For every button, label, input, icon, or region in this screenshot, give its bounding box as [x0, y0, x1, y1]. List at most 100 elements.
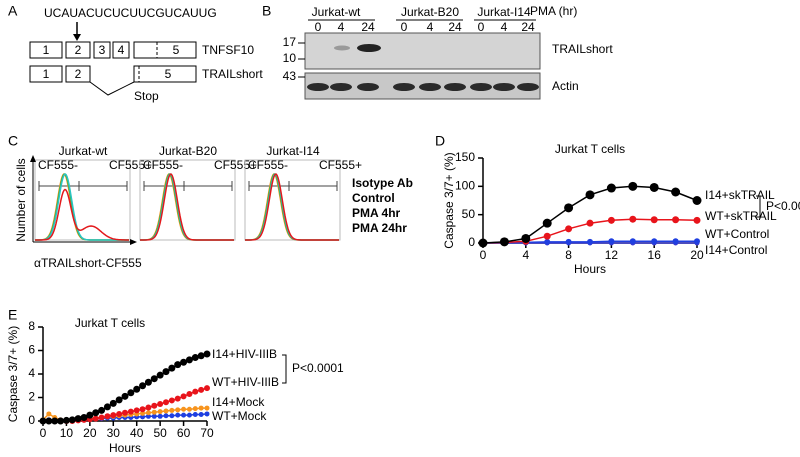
data-point — [672, 216, 680, 224]
data-point — [180, 393, 187, 400]
data-point — [168, 364, 176, 372]
panel-letter: D — [435, 133, 445, 149]
exon — [29, 65, 63, 83]
gate-label: CF555- — [38, 158, 78, 172]
x-axis-title: Hours — [574, 262, 606, 276]
histogram — [245, 173, 339, 241]
exon — [112, 41, 130, 59]
gate-label: CF555+ — [109, 158, 152, 172]
data-point — [651, 238, 658, 245]
x-axis-title: αTRAILshort-CF555 — [34, 256, 142, 270]
data-point — [586, 219, 594, 227]
treatment-label: PMA (hr) — [530, 4, 577, 18]
exon — [65, 41, 91, 59]
legend-entry: Control — [352, 191, 395, 205]
splice-line — [89, 81, 135, 96]
legend-entry: PMA 4hr — [352, 206, 401, 220]
x-tick-label: 60 — [177, 426, 191, 440]
exon-row: 1 2 5 TRAILshort Stop — [29, 65, 263, 103]
exon-label: 5 — [173, 43, 180, 57]
exon-label: 1 — [43, 67, 50, 81]
data-point — [186, 412, 192, 418]
data-point — [521, 233, 531, 243]
data-point — [109, 399, 117, 407]
x-tick-label: 50 — [153, 426, 167, 440]
data-point — [68, 416, 76, 424]
data-point — [565, 225, 573, 233]
bracket — [756, 195, 761, 218]
y-axis-title: Number of cells — [14, 158, 28, 241]
annotation: P<0.0001 — [292, 361, 344, 375]
blot-label: TRAILshort — [552, 42, 613, 56]
data-point — [140, 410, 146, 416]
x-axis-title: Hours — [109, 441, 141, 455]
data-point — [672, 238, 679, 245]
data-point — [499, 237, 509, 247]
lane-label: 4 — [338, 20, 345, 34]
data-point — [103, 403, 111, 411]
annotation: P<0.0001 — [766, 199, 800, 213]
data-point — [649, 182, 659, 192]
blot-strip — [304, 32, 541, 70]
data-point — [694, 238, 700, 245]
band — [330, 83, 352, 91]
gate-label: CF555+ — [214, 158, 257, 172]
lane-label: 0 — [401, 20, 408, 34]
data-point — [608, 238, 615, 245]
exon — [29, 41, 63, 59]
data-point — [127, 389, 135, 397]
data-point — [587, 238, 593, 245]
panel-letter: B — [262, 3, 271, 19]
histogram — [35, 188, 129, 241]
plot-frame — [244, 159, 341, 241]
x-tick-label: 0 — [40, 426, 47, 440]
histogram — [140, 173, 234, 241]
data-point — [139, 406, 146, 413]
data-point — [98, 406, 106, 414]
chart-title: Jurkat T cells — [555, 142, 625, 156]
data-point — [203, 350, 211, 358]
x-tick-label: 0 — [480, 248, 487, 262]
exon — [133, 41, 197, 59]
exon-label: 2 — [75, 43, 82, 57]
x-tick-label: 30 — [107, 426, 121, 440]
data-point — [92, 409, 100, 417]
legend-entry: Isotype Ab — [352, 176, 413, 190]
data-point — [122, 409, 128, 416]
data-point — [175, 412, 181, 418]
data-point — [607, 216, 615, 224]
data-point — [145, 413, 151, 419]
data-point — [692, 196, 702, 205]
series-label: I14+skTRAIL — [705, 188, 775, 202]
data-point — [121, 392, 129, 400]
data-point — [180, 358, 188, 366]
band — [517, 83, 539, 91]
data-point — [175, 407, 181, 413]
band — [493, 83, 515, 91]
chart-title: Jurkat T cells — [75, 316, 145, 330]
data-point — [98, 414, 105, 421]
y-tick-label: 2 — [28, 390, 35, 404]
legend-entry: PMA 24hr — [352, 221, 407, 235]
y-tick-label: 50 — [462, 207, 476, 221]
histogram — [140, 173, 234, 241]
arrow-head — [130, 239, 137, 245]
y-axis-title: Caspase 3/7+ (%) — [6, 326, 20, 422]
data-point — [565, 238, 572, 245]
panel-title: Jurkat-B20 — [159, 144, 217, 158]
data-point — [46, 411, 52, 417]
exon-label: 2 — [75, 67, 82, 81]
x-tick-label: 16 — [648, 248, 662, 262]
panel-letter: E — [8, 307, 17, 323]
data-point — [133, 407, 140, 414]
data-point — [181, 406, 187, 412]
exon-label: 3 — [99, 43, 106, 57]
exon-label: 4 — [118, 43, 125, 57]
data-point — [174, 361, 182, 369]
mw-marker: 17 — [283, 35, 297, 49]
data-point — [197, 352, 205, 360]
data-point — [45, 417, 53, 425]
data-point — [192, 388, 199, 395]
